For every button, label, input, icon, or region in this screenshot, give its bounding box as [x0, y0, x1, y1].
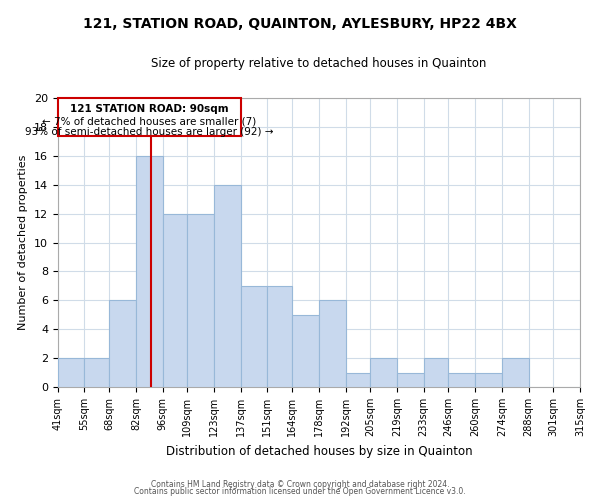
Text: Contains HM Land Registry data © Crown copyright and database right 2024.: Contains HM Land Registry data © Crown c…: [151, 480, 449, 489]
Bar: [85, 358, 109, 387]
FancyBboxPatch shape: [58, 98, 241, 136]
Bar: [319, 300, 346, 387]
Text: ← 7% of detached houses are smaller (7): ← 7% of detached houses are smaller (7): [42, 116, 256, 126]
Y-axis label: Number of detached properties: Number of detached properties: [19, 155, 28, 330]
Bar: [109, 300, 136, 387]
Text: 121 STATION ROAD: 90sqm: 121 STATION ROAD: 90sqm: [70, 104, 229, 114]
Bar: [187, 214, 214, 387]
Bar: [214, 185, 241, 387]
Bar: [370, 358, 397, 387]
Bar: [346, 372, 370, 387]
X-axis label: Distribution of detached houses by size in Quainton: Distribution of detached houses by size …: [166, 444, 472, 458]
Bar: [241, 286, 268, 387]
Bar: [58, 358, 85, 387]
Bar: [292, 315, 319, 387]
Text: 121, STATION ROAD, QUAINTON, AYLESBURY, HP22 4BX: 121, STATION ROAD, QUAINTON, AYLESBURY, …: [83, 18, 517, 32]
Bar: [268, 286, 292, 387]
Bar: [424, 358, 448, 387]
Bar: [397, 372, 424, 387]
Title: Size of property relative to detached houses in Quainton: Size of property relative to detached ho…: [151, 58, 487, 70]
Bar: [448, 372, 475, 387]
Bar: [502, 358, 529, 387]
Bar: [163, 214, 187, 387]
Text: Contains public sector information licensed under the Open Government Licence v3: Contains public sector information licen…: [134, 487, 466, 496]
Bar: [475, 372, 502, 387]
Bar: [136, 156, 163, 387]
Text: 93% of semi-detached houses are larger (92) →: 93% of semi-detached houses are larger (…: [25, 128, 274, 138]
